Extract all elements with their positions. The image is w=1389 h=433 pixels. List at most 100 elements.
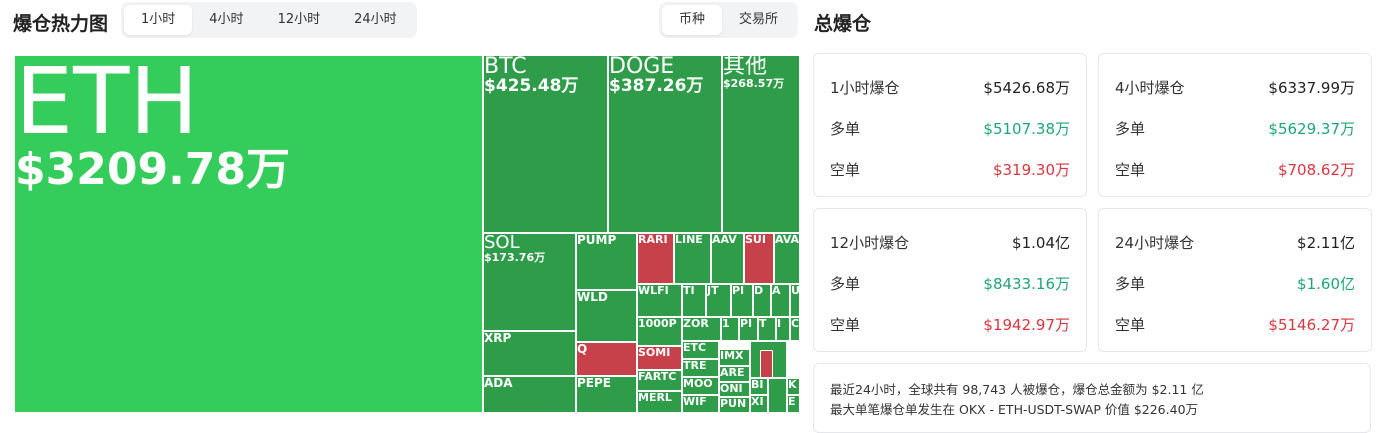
treemap-tile: MOO xyxy=(682,377,719,395)
row-value: $5107.38万 xyxy=(983,120,1070,138)
treemap-tile: LINE xyxy=(674,233,711,284)
tile-label: AVA xyxy=(775,233,800,246)
treemap-tile: XI xyxy=(750,395,768,413)
tile-label: MERL xyxy=(638,391,672,404)
tile-label: SOMI xyxy=(638,346,671,359)
tile-label: FARTC xyxy=(638,370,677,383)
note: 最大单笔爆仓单发生在 OKX - ETH-USDT-SWAP 价值 $226.4… xyxy=(830,402,1199,417)
card-row: 多单 $5629.37万 xyxy=(1115,118,1355,139)
row-value: $1942.97万 xyxy=(983,316,1070,334)
summary-card: 24小时爆仓 $2.11亿 多单 $1.60亿空单 $5146.27万 xyxy=(1098,208,1372,352)
treemap-tile: BI xyxy=(750,378,768,395)
tab[interactable]: 12小时 xyxy=(277,12,321,27)
tile-label: Q xyxy=(577,342,588,356)
treemap-tile: SOMI xyxy=(637,346,682,370)
tile-label: 1000P xyxy=(638,317,677,330)
tile-label: D xyxy=(754,284,764,297)
card-row: 24小时爆仓 $2.11亿 xyxy=(1115,232,1355,253)
tile-label: ETH xyxy=(15,55,199,155)
treemap-tile: E xyxy=(787,395,800,413)
tile-label: WIF xyxy=(683,395,707,408)
tile-value: $425.48万 xyxy=(484,76,579,96)
treemap-tile: ETC xyxy=(682,341,719,359)
card-row: 多单 $5107.38万 xyxy=(830,118,1070,139)
card-row: 多单 $1.60亿 xyxy=(1115,273,1355,294)
group-tabs: 币种 交易所 xyxy=(659,2,799,38)
row-value: $1.04亿 xyxy=(1012,234,1070,252)
tile-label: T xyxy=(759,317,767,330)
tab[interactable]: 4小时 xyxy=(209,12,244,27)
tile-label: XRP xyxy=(484,331,512,345)
treemap-tile: FARTC xyxy=(637,370,682,391)
page-title: 爆仓热力图 xyxy=(13,13,109,35)
card-row: 1小时爆仓 $5426.68万 xyxy=(830,77,1070,98)
row-label: 多单 xyxy=(1115,275,1146,293)
tile-label: ZOR xyxy=(683,317,709,330)
treemap-tile: IMX xyxy=(719,349,750,366)
row-value: $708.62万 xyxy=(1277,161,1355,179)
tile-label: WLD xyxy=(577,290,608,304)
tab[interactable]: 1小时 xyxy=(124,5,193,35)
tile-label: SUI xyxy=(745,233,766,246)
row-value: $5426.68万 xyxy=(983,79,1070,97)
treemap-tile: WIF xyxy=(682,395,719,413)
card-row: 空单 $5146.27万 xyxy=(1115,314,1355,335)
tab[interactable]: 币种 xyxy=(662,5,723,35)
card-row: 空单 $1942.97万 xyxy=(830,314,1070,335)
treemap-tile: ETH $3209.78万 xyxy=(14,55,483,413)
card-row: 多单 $8433.16万 xyxy=(830,273,1070,294)
tile-label: A xyxy=(772,284,781,297)
treemap-tile: SOL $173.76万 xyxy=(483,233,576,331)
card-row: 12小时爆仓 $1.04亿 xyxy=(830,232,1070,253)
row-value: $319.30万 xyxy=(992,161,1070,179)
treemap-tile: U xyxy=(790,284,800,317)
treemap-tile: JT xyxy=(706,284,731,317)
tile-label: K xyxy=(788,378,797,391)
tile-label: PEPE xyxy=(577,376,611,390)
row-label: 空单 xyxy=(1115,316,1146,334)
treemap-tile: XRP xyxy=(483,331,576,376)
row-label: 12小时爆仓 xyxy=(830,234,910,252)
treemap-tile: PI xyxy=(731,284,753,317)
tab[interactable]: 24小时 xyxy=(354,12,397,27)
summary-card: 12小时爆仓 $1.04亿多单 $8433.16万 空单 $1942.97万 xyxy=(813,208,1087,352)
tile-label: ETC xyxy=(683,341,707,354)
row-value: $1.60亿 xyxy=(1297,275,1355,293)
note: 最近24小时，全球共有 98,743 人被爆仓，爆仓总金额为 $2.11 亿 xyxy=(830,382,1204,397)
tile-label: PUN xyxy=(720,397,747,410)
tile-filler xyxy=(760,350,773,378)
summary-card: 4小时爆仓 $6337.99万 多单 $5629.37万 空单 $708.62万 xyxy=(1098,53,1372,197)
card-row: 4小时爆仓 $6337.99万 xyxy=(1115,77,1355,98)
tile-label: 1 xyxy=(722,317,730,330)
row-label: 空单 xyxy=(830,316,861,334)
tile-label: U xyxy=(791,284,800,297)
treemap-tile: BTC $425.48万 xyxy=(483,55,608,233)
tile-label: LINE xyxy=(675,233,703,246)
treemap-tile: PEPE xyxy=(576,376,637,413)
treemap-tile: PI xyxy=(739,317,758,341)
treemap-tile: AVA xyxy=(774,233,800,284)
card-row: 空单 $708.62万 xyxy=(1115,159,1355,180)
treemap-tile: MERL xyxy=(637,391,682,413)
row-label: 多单 xyxy=(1115,120,1146,138)
tile-label: MOO xyxy=(683,377,713,390)
treemap-tile: 1 xyxy=(721,317,739,341)
treemap-tile: Q xyxy=(576,342,637,376)
summary-title: 总爆仓 xyxy=(814,13,872,35)
treemap-tile: A xyxy=(771,284,790,317)
tile-label: BTC xyxy=(484,55,527,79)
treemap-tile: PUN xyxy=(719,397,750,413)
tile-filler xyxy=(768,378,787,413)
tile-label: C xyxy=(791,317,800,330)
row-value: $6337.99万 xyxy=(1268,79,1355,97)
treemap-tile: K xyxy=(787,378,800,395)
tab[interactable]: 交易所 xyxy=(739,12,779,27)
notes-box: 最近24小时，全球共有 98,743 人被爆仓，爆仓总金额为 $2.11 亿 最… xyxy=(813,363,1371,433)
tile-label: I xyxy=(777,317,782,330)
treemap-tile: TRE xyxy=(682,359,719,377)
treemap-tile: I xyxy=(776,317,790,341)
tile-label: SOL xyxy=(484,233,520,253)
treemap-tile: SUI xyxy=(744,233,774,284)
row-value: $2.11亿 xyxy=(1297,234,1355,252)
treemap-tile: ONI xyxy=(719,382,750,397)
